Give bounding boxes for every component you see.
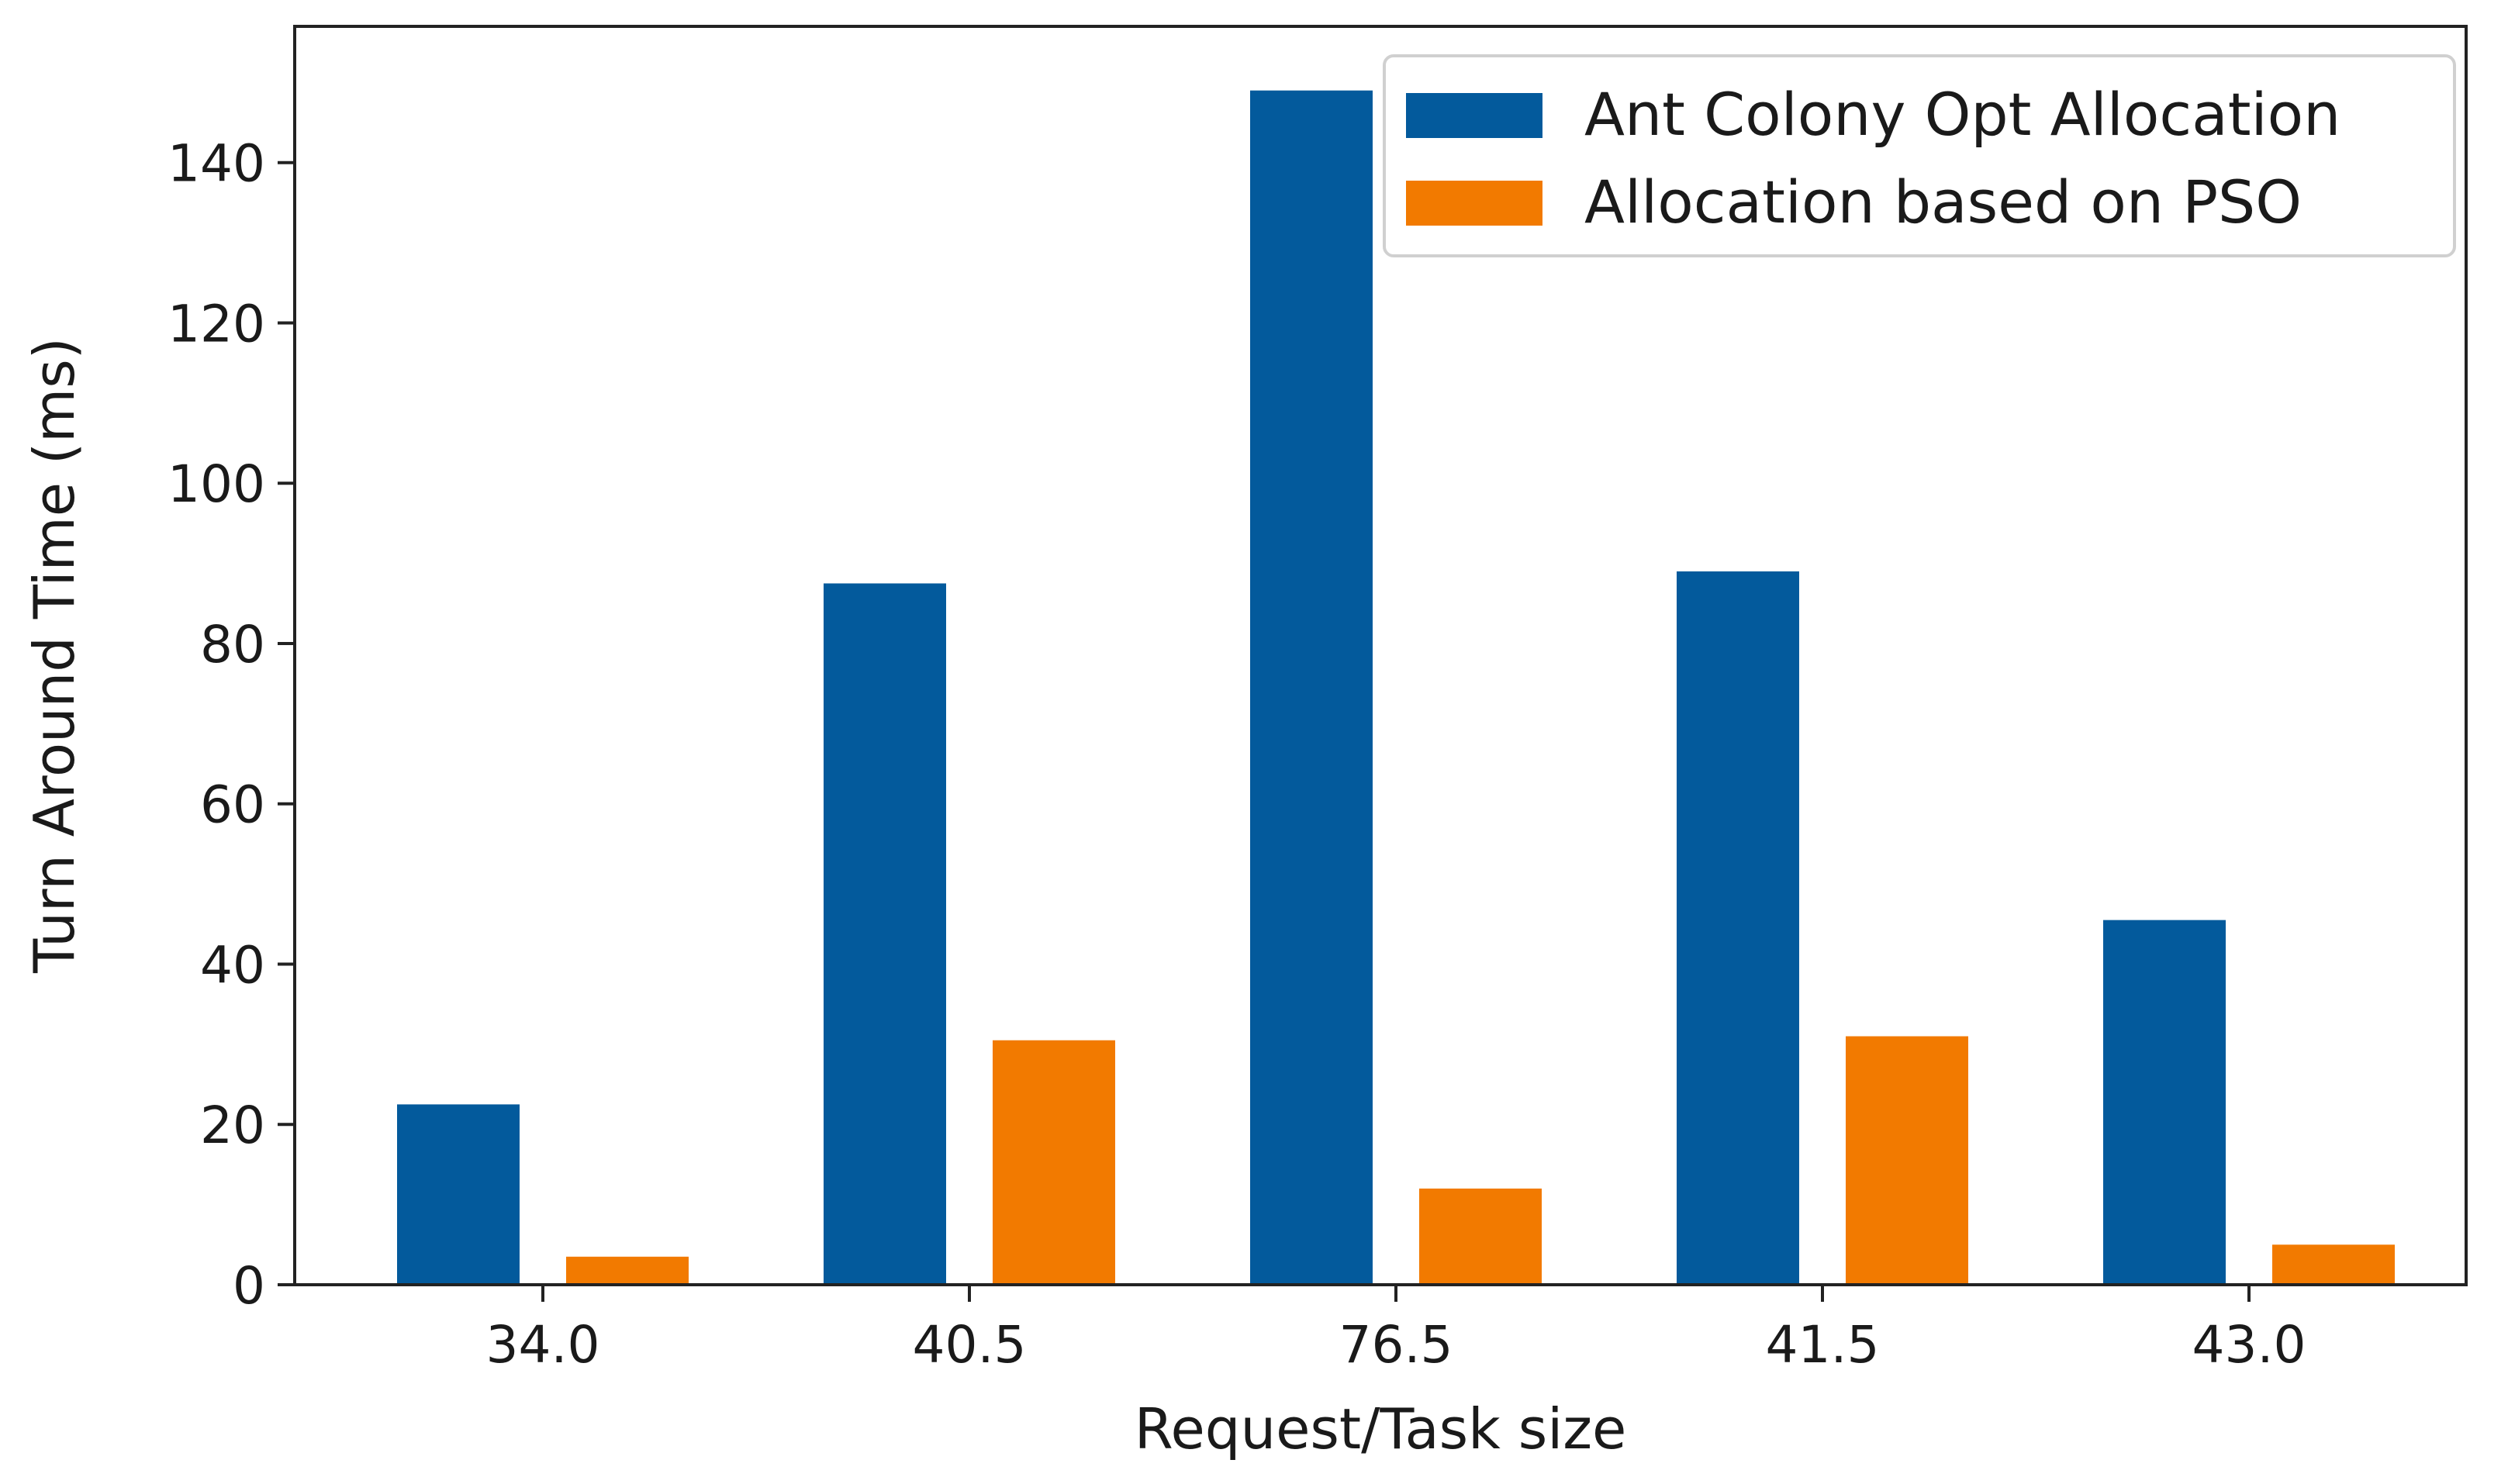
bar-ant-colony-4: [2103, 920, 2226, 1285]
y-tick-label-6: 120: [168, 294, 265, 354]
bar-ant-colony-1: [824, 583, 946, 1285]
y-tick-label-3: 60: [200, 775, 265, 835]
legend-label-0: Ant Colony Opt Allocation: [1584, 80, 2340, 149]
plot-area-frame: [293, 25, 2468, 1286]
y-axis-title: Turn Around Time (ms): [22, 337, 87, 974]
legend-swatch-1: [1406, 181, 1542, 226]
legend-swatch-0: [1406, 93, 1542, 138]
x-tick-label-4: 43.0: [2192, 1315, 2306, 1375]
y-tick-label-5: 100: [168, 454, 265, 514]
y-tick-label-2: 40: [200, 935, 265, 995]
x-tick-label-3: 41.5: [1766, 1315, 1880, 1375]
x-tick-label-0: 34.0: [486, 1315, 600, 1375]
bar-pso-4: [2272, 1244, 2395, 1285]
y-axis: 0 20 40 60 80 100 120 140: [168, 134, 295, 1316]
x-tick-label-2: 76.5: [1339, 1315, 1453, 1375]
bar-ant-colony-0: [397, 1104, 520, 1285]
x-axis-title: Request/Task size: [1135, 1396, 1627, 1462]
bar-ant-colony-2: [1250, 90, 1373, 1285]
x-tick-label-1: 40.5: [913, 1315, 1027, 1375]
y-tick-label-1: 20: [200, 1096, 265, 1155]
legend-label-1: Allocation based on PSO: [1584, 167, 2302, 236]
y-tick-label-7: 140: [168, 134, 265, 194]
bar-pso-2: [1419, 1188, 1542, 1285]
x-axis: 34.0 40.5 76.5 41.5 43.0: [486, 1285, 2306, 1375]
bar-pso-1: [993, 1040, 1115, 1285]
y-tick-label-0: 0: [233, 1256, 265, 1316]
y-tick-label-4: 80: [200, 615, 265, 675]
bar-pso-3: [1846, 1036, 1968, 1285]
bars-layer: [397, 90, 2395, 1285]
bar-ant-colony-3: [1677, 571, 1799, 1285]
legend-box: [1383, 54, 2456, 257]
chart-legend: Ant Colony Opt Allocation Allocation base…: [1383, 54, 2456, 257]
bar-pso-0: [566, 1256, 689, 1285]
